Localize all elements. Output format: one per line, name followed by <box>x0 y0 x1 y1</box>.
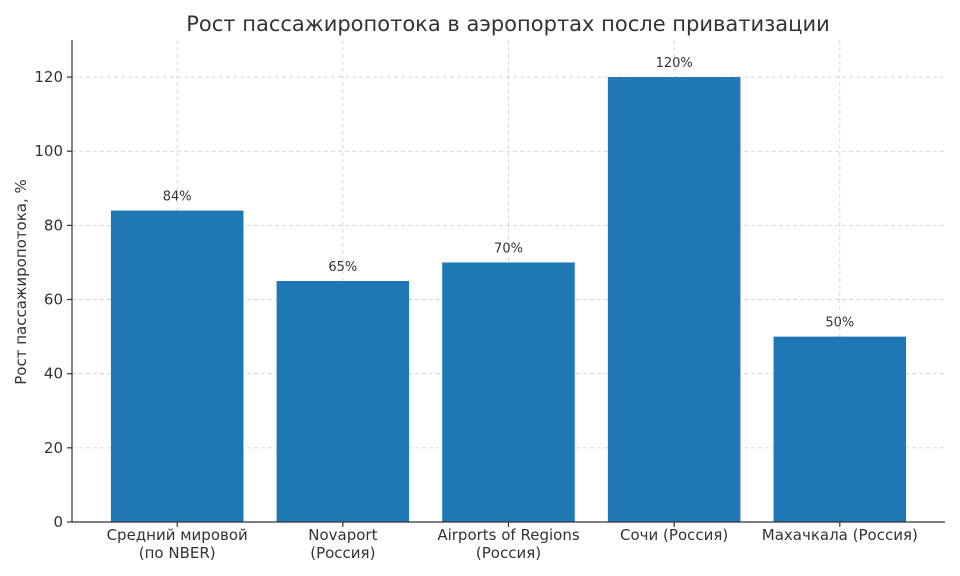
x-tick-label: Сочи (Россия) <box>620 526 728 544</box>
bar-value-label: 120% <box>656 56 693 71</box>
y-tick-label: 0 <box>53 513 63 531</box>
x-tick-label: Novaport (Россия) <box>308 526 377 562</box>
y-tick-label: 20 <box>44 439 63 457</box>
bar <box>607 77 741 523</box>
x-tick-label-line: Средний мировой <box>107 526 248 544</box>
y-axis-label: Рост пассажиропотока, % <box>12 179 30 385</box>
x-tick-label-line: Airports of Regions <box>437 526 580 544</box>
x-tick-label-line: (Россия) <box>310 544 375 562</box>
x-tick-labels: Средний мировой (по NBER)Novaport (Россия)… <box>107 522 918 562</box>
bar-value-label: 50% <box>825 316 854 331</box>
y-tick-labels: 0 20 40 60 80 100 120 <box>34 68 72 531</box>
y-tick-label: 80 <box>44 216 63 234</box>
bar <box>773 336 907 522</box>
x-tick-label-line: (Россия) <box>476 544 541 562</box>
bar <box>110 210 244 523</box>
bar <box>276 281 410 522</box>
x-tick-label: Airports of Regions (Россия) <box>437 526 580 562</box>
x-tick-label-line: Сочи (Россия) <box>620 526 728 544</box>
bar-value-label: 65% <box>328 260 357 275</box>
y-tick-label: 40 <box>44 365 63 383</box>
x-tick-label-line: Махачкала (Россия) <box>762 526 918 544</box>
bar <box>442 262 575 522</box>
bar-value-label: 84% <box>163 190 192 205</box>
x-tick-label: Махачкала (Россия) <box>762 526 918 544</box>
y-tick-label: 120 <box>34 68 63 86</box>
value-labels: 84% 65% 70% 120% 50% <box>163 56 855 331</box>
bar-value-label: 70% <box>494 241 523 256</box>
bars <box>110 77 907 523</box>
y-tick-label: 100 <box>34 142 63 160</box>
x-tick-label-line: (по NBER) <box>139 544 216 562</box>
chart-title: Рост пассажиропотока в аэропортах после … <box>186 12 830 36</box>
x-tick-label-line: Novaport <box>308 526 377 544</box>
y-tick-label: 60 <box>44 291 63 309</box>
x-tick-label: Средний мировой (по NBER) <box>107 526 248 562</box>
